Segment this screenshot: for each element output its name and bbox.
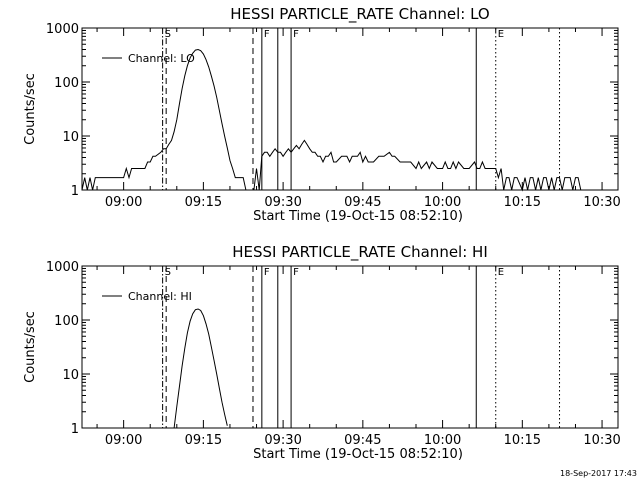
y-tick-label: 1 <box>71 184 79 199</box>
y-tick-label: 1 <box>71 422 79 437</box>
y-tick-label: 10 <box>62 130 79 145</box>
x-tick-label: 10:30 <box>583 195 620 210</box>
panel-hi: HESSI PARTICLE_RATE Channel: HI S F F E 09:00… <box>23 243 621 462</box>
y-tick-label: 100 <box>54 76 79 91</box>
x-tick-label: 09:15 <box>185 433 222 448</box>
x-tick-label: 09:00 <box>105 433 142 448</box>
legend-entry: Channel: LO <box>128 52 195 65</box>
y-tick-label: 100 <box>54 314 79 329</box>
plot-frame <box>81 265 619 429</box>
x-tick-label: 09:45 <box>344 195 381 210</box>
chart-title: HESSI PARTICLE_RATE Channel: HI <box>232 243 488 262</box>
x-tick-label: 10:00 <box>424 195 461 210</box>
time-marker-label: S <box>165 267 171 278</box>
series-line <box>81 48 582 192</box>
x-tick-label: 10:15 <box>504 433 541 448</box>
legend-entry: Channel: HI <box>128 290 192 303</box>
time-marker-label: F <box>264 29 270 40</box>
panel-lo: HESSI PARTICLE_RATE Channel: LO S F F E 09:00… <box>23 5 621 224</box>
time-marker-label: S <box>165 29 171 40</box>
timestamp-footer: 18-Sep-2017 17:43 <box>560 469 637 478</box>
chart-title: HESSI PARTICLE_RATE Channel: LO <box>230 5 489 24</box>
time-marker-label: E <box>498 267 504 278</box>
x-tick-label: 09:00 <box>105 195 142 210</box>
x-tick-label: 09:30 <box>264 433 301 448</box>
time-marker-label: F <box>264 267 270 278</box>
y-tick-label: 10 <box>62 368 79 383</box>
x-tick-label: 10:00 <box>424 433 461 448</box>
x-axis-label: Start Time (19-Oct-15 08:52:10) <box>253 209 463 224</box>
x-tick-label: 09:30 <box>264 195 301 210</box>
x-tick-label: 09:45 <box>344 433 381 448</box>
y-axis-label: Counts/sec <box>23 73 38 145</box>
series-line <box>173 308 228 429</box>
x-tick-label: 09:15 <box>185 195 222 210</box>
y-tick-label: 1000 <box>46 22 79 37</box>
x-axis-label: Start Time (19-Oct-15 08:52:10) <box>253 447 463 462</box>
y-axis-label: Counts/sec <box>23 311 38 383</box>
time-marker-label: F <box>293 267 299 278</box>
y-tick-label: 1000 <box>46 260 79 275</box>
x-tick-label: 10:15 <box>504 195 541 210</box>
time-marker-label: F <box>293 29 299 40</box>
plot-frame <box>81 27 619 191</box>
x-tick-label: 10:30 <box>583 433 620 448</box>
time-marker-label: E <box>498 29 504 40</box>
